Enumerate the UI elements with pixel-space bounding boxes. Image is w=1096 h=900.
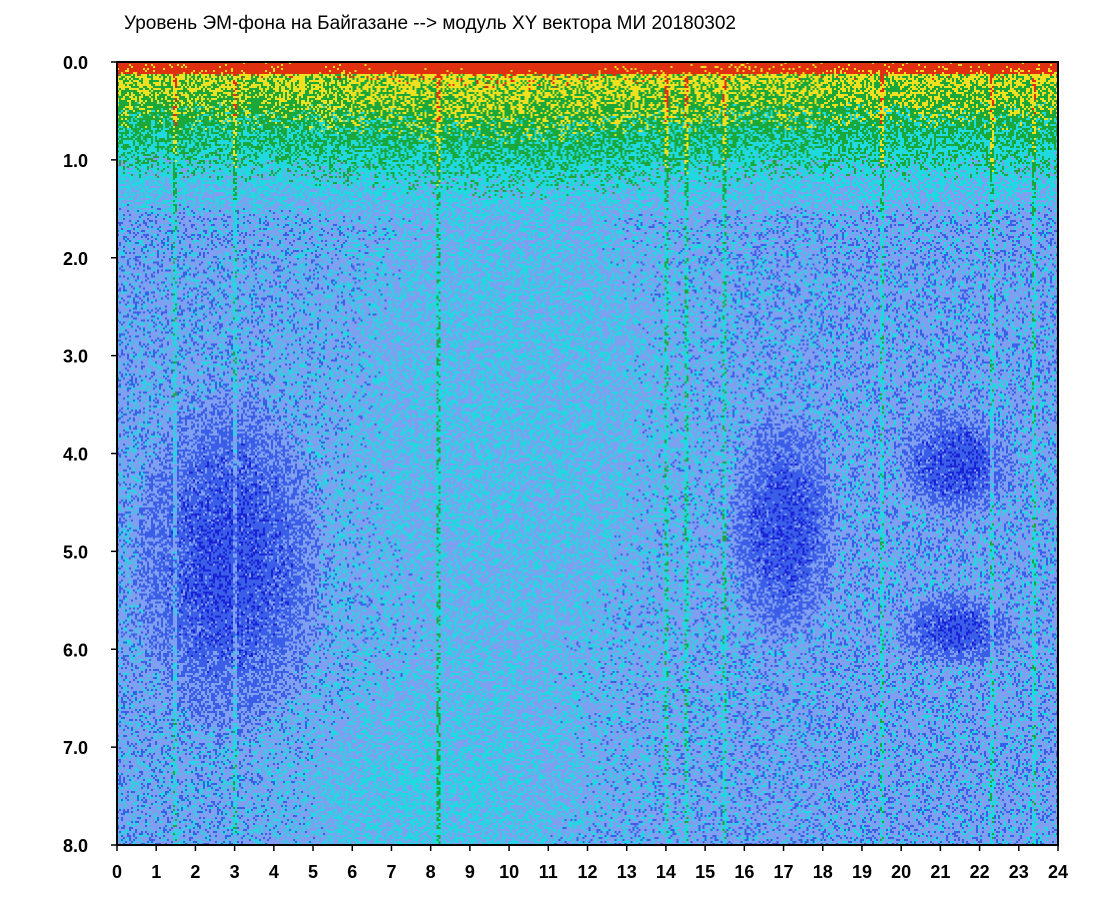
- x-tick-label: 19: [852, 862, 872, 882]
- x-tick-label: 16: [734, 862, 754, 882]
- x-tick-label: 13: [617, 862, 637, 882]
- x-tick-label: 18: [813, 862, 833, 882]
- x-tick-label: 9: [465, 862, 475, 882]
- y-tick-label: 4.0: [63, 445, 88, 465]
- x-tick-label: 12: [577, 862, 597, 882]
- x-axis: 0 1 2 3 4 5 6 7 8 9 10 11 12 13 14 15 16 17 18 19 20 21 22 23 24: [112, 845, 1068, 882]
- x-tick-label: 14: [656, 862, 676, 882]
- y-tick-label: 2.0: [63, 249, 88, 269]
- x-tick-label: 20: [891, 862, 911, 882]
- x-tick-label: 10: [499, 862, 519, 882]
- x-tick-label: 21: [930, 862, 950, 882]
- y-tick-label: 0.0: [63, 53, 88, 73]
- x-tick-label: 22: [970, 862, 990, 882]
- x-tick-label: 2: [190, 862, 200, 882]
- x-tick-label: 7: [386, 862, 396, 882]
- x-tick-label: 5: [308, 862, 318, 882]
- y-axis: 0.0 1.0 2.0 3.0 4.0 5.0 6.0 7.0 8.0: [63, 53, 117, 856]
- x-tick-label: 6: [347, 862, 357, 882]
- x-tick-label: 23: [1009, 862, 1029, 882]
- x-tick-label: 0: [112, 862, 122, 882]
- x-tick-label: 24: [1048, 862, 1068, 882]
- x-tick-label: 11: [539, 862, 558, 882]
- y-tick-label: 3.0: [63, 347, 88, 367]
- x-tick-label: 3: [230, 862, 240, 882]
- y-tick-label: 7.0: [63, 738, 88, 758]
- x-tick-label: 17: [774, 862, 794, 882]
- x-tick-label: 4: [269, 862, 279, 882]
- y-tick-label: 5.0: [63, 542, 88, 562]
- chart-title: Уровень ЭМ-фона на Байгазане --> модуль …: [124, 13, 736, 34]
- y-tick-label: 1.0: [63, 151, 88, 171]
- x-tick-label: 15: [695, 862, 715, 882]
- x-tick-label: 8: [426, 862, 436, 882]
- x-tick-label: 1: [151, 862, 161, 882]
- y-tick-label: 6.0: [63, 640, 88, 660]
- y-tick-label: 8.0: [63, 836, 88, 856]
- heatmap-image: [117, 62, 1058, 845]
